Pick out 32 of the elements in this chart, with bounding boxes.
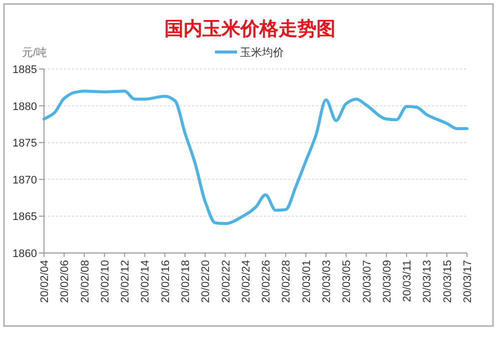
x-tick-label: 20/02/22 [220,260,232,303]
x-tick-label: 20/03/01 [300,260,313,303]
x-tick-label: 20/03/09 [381,260,394,303]
y-tick-label: 1880 [12,100,37,113]
x-tick-label: 20/02/26 [260,260,273,303]
y-tick-label: 1885 [12,64,37,76]
chart-title: 国内玉米价格走势图 [164,18,336,40]
y-axis-title: 元/吨 [22,46,48,59]
y-tick-label: 1865 [12,211,37,224]
x-tick-label: 20/02/10 [99,260,112,303]
y-tick-label: 1860 [12,248,37,260]
x-tick-label: 20/03/15 [442,260,454,303]
x-tick-label: 20/02/12 [120,260,132,303]
x-tick-label: 20/03/05 [341,260,354,303]
legend-label: 玉米均价 [240,46,284,59]
x-tick-label: 20/02/20 [200,260,212,303]
x-tick-label: 20/03/17 [462,260,474,303]
x-tick-label: 20/02/06 [59,260,72,303]
x-tick-label: 20/02/16 [160,260,172,303]
legend: 玉米均价 [215,47,284,59]
x-tick-label: 20/03/03 [321,260,333,303]
y-tick-label: 1870 [12,174,37,186]
x-tick-label: 20/02/08 [79,260,92,303]
x-tick-label: 20/02/24 [240,260,252,303]
x-tick-label: 20/02/04 [39,260,51,303]
x-tick-label: 20/03/11 [402,260,414,302]
x-tick-label: 20/03/13 [422,260,434,303]
y-tick-label: 1875 [12,138,37,150]
x-tick-label: 20/02/28 [280,260,293,303]
x-tick-label: 20/02/14 [140,260,152,303]
x-tick-label: 20/02/18 [180,260,192,303]
x-tick-label: 20/03/07 [361,260,374,303]
